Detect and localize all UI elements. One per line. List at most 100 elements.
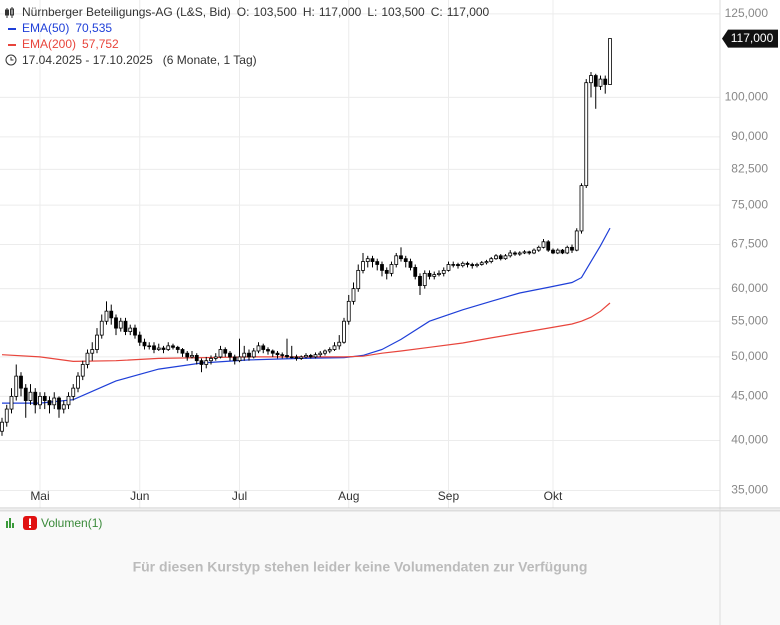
y-tick-label: 125,000 xyxy=(725,6,769,20)
candle-body xyxy=(346,300,351,322)
x-tick-label: Aug xyxy=(338,489,359,503)
quote-label: L: xyxy=(367,5,377,19)
volume-pane-bg xyxy=(0,511,780,625)
candle-body xyxy=(71,387,76,397)
candle-body xyxy=(432,274,437,277)
candle-body xyxy=(175,346,180,350)
candle-body xyxy=(536,246,541,251)
candle-body xyxy=(451,264,456,266)
candle-body xyxy=(332,345,337,350)
candle-body xyxy=(85,352,90,365)
ema-line xyxy=(1,302,611,363)
candle-body xyxy=(494,255,498,260)
candle-body xyxy=(427,272,432,277)
candle-body xyxy=(394,255,399,265)
y-tick-label: 45,000 xyxy=(731,389,768,403)
candle-body xyxy=(555,249,560,254)
candle-body xyxy=(190,355,194,358)
candle-body xyxy=(608,38,612,85)
candle-body xyxy=(361,261,365,271)
volume-title[interactable]: Volumen(1) xyxy=(41,516,102,530)
y-tick-label: 90,000 xyxy=(731,129,768,143)
quote-value: 103,500 xyxy=(253,5,297,19)
y-tick-label: 75,000 xyxy=(731,197,768,211)
candle-body xyxy=(9,395,14,410)
legend-entry: EMA(200) 57,752 xyxy=(22,37,119,51)
candle-body xyxy=(199,360,204,365)
x-tick-label: Mai xyxy=(30,489,49,503)
candle-body xyxy=(508,252,513,257)
candle-body xyxy=(232,356,237,362)
candle-body xyxy=(470,264,475,267)
candle-body xyxy=(166,345,171,350)
legend-value: 70,535 xyxy=(75,21,112,35)
candle-body xyxy=(4,408,9,423)
price-tag-label: 117,000 xyxy=(731,31,774,45)
candle-body xyxy=(551,249,555,254)
candle-body xyxy=(570,246,574,251)
candle-body xyxy=(133,327,137,336)
quote-value: 103,500 xyxy=(381,5,425,19)
warning-icon[interactable] xyxy=(23,516,37,530)
candle-body xyxy=(280,354,285,356)
candle-body xyxy=(299,356,304,359)
volume-message: Für diesen Kurstyp stehen leider keine V… xyxy=(133,559,588,575)
quote-value: 117,000 xyxy=(447,5,490,19)
candle-body xyxy=(289,356,294,359)
candle-body xyxy=(541,241,546,248)
candle-body xyxy=(247,352,251,358)
candle-body xyxy=(384,269,389,274)
candle-body xyxy=(460,262,465,267)
candle-body xyxy=(579,185,584,232)
candle-body xyxy=(180,349,185,354)
candle-body xyxy=(109,310,114,319)
candle-body xyxy=(61,404,66,410)
candle-body xyxy=(171,345,175,348)
candle-body xyxy=(308,355,313,358)
candle-body xyxy=(237,356,242,362)
date-range: 17.04.2025 - 17.10.2025 (6 Monate, 1 Tag) xyxy=(22,53,257,67)
candle-body xyxy=(47,400,52,406)
candle-body xyxy=(546,241,551,251)
candle-body xyxy=(375,261,380,265)
candle-body xyxy=(337,341,342,347)
legend-value: 57,752 xyxy=(82,37,119,51)
title: Nürnberger Beteiligungs-AG (L&S, Bid) xyxy=(22,5,231,19)
legend-entry: EMA(50) 70,535 xyxy=(22,21,112,35)
candle-body xyxy=(408,261,413,268)
y-tick-label: 67,500 xyxy=(731,237,768,251)
candle-body xyxy=(532,249,536,254)
candle-body xyxy=(489,258,494,262)
candle-body xyxy=(313,354,318,358)
candle-body xyxy=(418,275,422,286)
clock-icon xyxy=(5,54,17,66)
quote-label: H: xyxy=(303,5,315,19)
candle-body xyxy=(413,267,418,277)
quote-value: 117,000 xyxy=(319,5,362,19)
candle-body xyxy=(318,352,323,356)
header: Nürnberger Beteiligungs-AG (L&S, Bid) O: 1… xyxy=(22,5,490,19)
candle-body xyxy=(327,349,332,352)
candle-body xyxy=(370,258,375,262)
candle-body xyxy=(527,251,532,254)
candle-body xyxy=(565,246,570,254)
date-range-text: 17.04.2025 - 17.10.2025 xyxy=(22,53,153,67)
y-tick-label: 100,000 xyxy=(725,90,769,104)
legend-name: EMA(50) xyxy=(22,21,69,35)
period-text: (6 Monate, 1 Tag) xyxy=(163,53,257,67)
candle-body xyxy=(137,334,142,343)
candle-body xyxy=(323,350,327,354)
candle-body xyxy=(589,75,593,84)
candle-body xyxy=(304,355,308,358)
ema-line xyxy=(2,227,611,404)
candle-body xyxy=(57,397,61,410)
candle-body xyxy=(38,395,42,406)
candle-body xyxy=(242,352,247,358)
y-tick-label: 55,000 xyxy=(731,313,768,327)
candle-body xyxy=(14,375,19,397)
candle-body xyxy=(270,350,275,354)
candle-body xyxy=(266,349,270,352)
candle-body xyxy=(503,255,508,260)
candle-body xyxy=(441,269,446,274)
candle-body xyxy=(380,264,384,271)
